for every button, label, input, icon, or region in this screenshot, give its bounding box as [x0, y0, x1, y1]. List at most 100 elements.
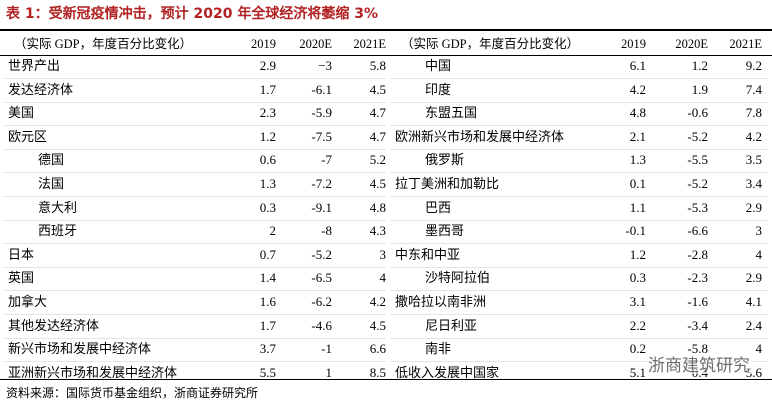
cell-value: 0.6 [259, 152, 276, 168]
row-label: 其他发达经济体 [8, 317, 100, 333]
cell-value: 4.5 [369, 317, 386, 333]
cell-value: 7.4 [745, 81, 762, 97]
row-label: 德国 [38, 152, 65, 168]
row-separator [4, 361, 385, 363]
cell-value: 1 [325, 364, 333, 380]
cell-value: 2.4 [745, 317, 762, 333]
cell-value: 8.5 [369, 364, 386, 380]
cell-value: -1.6 [687, 294, 708, 309]
cell-value: −3 [318, 58, 332, 73]
row-label: 世界产出 [8, 58, 61, 73]
cell-value: 6.6 [369, 341, 386, 357]
row-separator [4, 266, 385, 268]
cell-value: -3.4 [687, 317, 708, 333]
source-note: 资料来源：国际货币基金组织，浙商证券研究所 [6, 386, 259, 400]
cell-value: -5.3 [687, 199, 708, 215]
row-separator [390, 196, 768, 197]
row-separator [4, 337, 385, 339]
cell-value: 4.2 [745, 128, 762, 144]
cell-value: 7.8 [745, 105, 762, 121]
row-label: 新兴市场和发展中经济体 [8, 341, 152, 357]
row-separator [4, 290, 385, 292]
top-rule [0, 29, 772, 31]
cell-value: 1.2 [691, 58, 708, 73]
row-separator [390, 290, 768, 292]
column-header: 2020E [299, 37, 332, 51]
cell-value: 4.3 [369, 223, 386, 239]
cell-value: 0.1 [629, 176, 646, 191]
cell-value: 5.8 [369, 58, 386, 73]
cell-value: -6.2 [311, 294, 332, 309]
row-separator [390, 219, 768, 221]
row-separator [4, 314, 385, 315]
row-label: 亚洲新兴市场和发展中经济体 [8, 364, 178, 380]
cell-value: 0.7 [259, 246, 276, 262]
cell-value: 0.2 [629, 341, 646, 357]
row-label: 沙特阿拉伯 [425, 270, 491, 286]
cell-value: 4.2 [369, 294, 386, 309]
bottom-rule [0, 379, 772, 380]
cell-value: 1.3 [629, 152, 646, 168]
row-label: 印度 [425, 81, 452, 97]
row-separator [4, 78, 385, 79]
cell-value: -2.3 [687, 270, 708, 286]
cell-value: 2 [269, 223, 277, 239]
row-label: 发达经济体 [8, 81, 74, 97]
cell-value: 4.7 [369, 105, 386, 121]
row-separator [390, 172, 768, 174]
cell-value: 6.1 [629, 58, 646, 73]
cell-value: 4.1 [745, 294, 762, 309]
cell-value: 1.7 [259, 81, 276, 97]
row-separator [390, 78, 768, 79]
cell-value: 2.1 [629, 128, 646, 144]
cell-value: 0.3 [629, 270, 646, 286]
cell-value: 1.6 [259, 294, 276, 309]
cell-value: 5.1 [629, 364, 646, 380]
cell-value: 5.5 [259, 364, 276, 380]
cell-value: 5.2 [369, 152, 386, 168]
cell-value: 1.7 [259, 317, 276, 333]
row-separator [390, 337, 768, 339]
row-label: 加拿大 [8, 294, 48, 309]
row-separator [390, 125, 768, 127]
cell-value: 1.4 [259, 270, 276, 286]
row-separator [4, 148, 385, 150]
cell-value: -9.1 [311, 199, 332, 215]
cell-value: 3 [379, 246, 387, 262]
watermark: 浙商建筑研究 [646, 356, 752, 376]
cell-value: -5.9 [311, 105, 332, 121]
row-label: 尼日利亚 [425, 317, 478, 333]
cell-value: 2.2 [629, 317, 646, 333]
cell-value: -5.5 [687, 152, 708, 168]
cell-value: 1.9 [691, 81, 708, 97]
cell-value: -0.6 [687, 105, 708, 121]
cell-value: 1.2 [259, 128, 276, 144]
cell-value: -2.8 [687, 246, 708, 262]
cell-value: 2.9 [259, 58, 276, 73]
row-separator [4, 219, 385, 221]
row-label: 南非 [425, 341, 452, 357]
row-label: 中国 [425, 58, 452, 73]
row-label: 欧洲新兴市场和发展中经济体 [395, 128, 565, 144]
row-label: 美国 [8, 105, 35, 121]
cell-value: 4.7 [369, 128, 386, 144]
cell-value: -6.1 [311, 81, 332, 97]
column-header: 2019 [621, 37, 646, 51]
cell-value: -5.8 [687, 341, 708, 357]
cell-value: 4.5 [369, 81, 386, 97]
cell-value: -1 [321, 341, 332, 357]
cell-value: 4.5 [369, 176, 386, 191]
cell-value: -5.2 [687, 128, 708, 144]
row-separator [4, 101, 385, 103]
row-separator [4, 243, 385, 245]
row-separator [390, 266, 768, 268]
cell-value: 3.5 [745, 152, 762, 168]
cell-value: 3.1 [629, 294, 646, 309]
row-label: 巴西 [425, 199, 452, 215]
row-label: 法国 [38, 176, 65, 191]
column-header: （实际 GDP，年度百分比变化） [14, 37, 193, 51]
cell-value: -6.5 [311, 270, 332, 286]
row-label: 撒哈拉以南非洲 [395, 294, 487, 309]
cell-value: -7 [321, 152, 332, 168]
